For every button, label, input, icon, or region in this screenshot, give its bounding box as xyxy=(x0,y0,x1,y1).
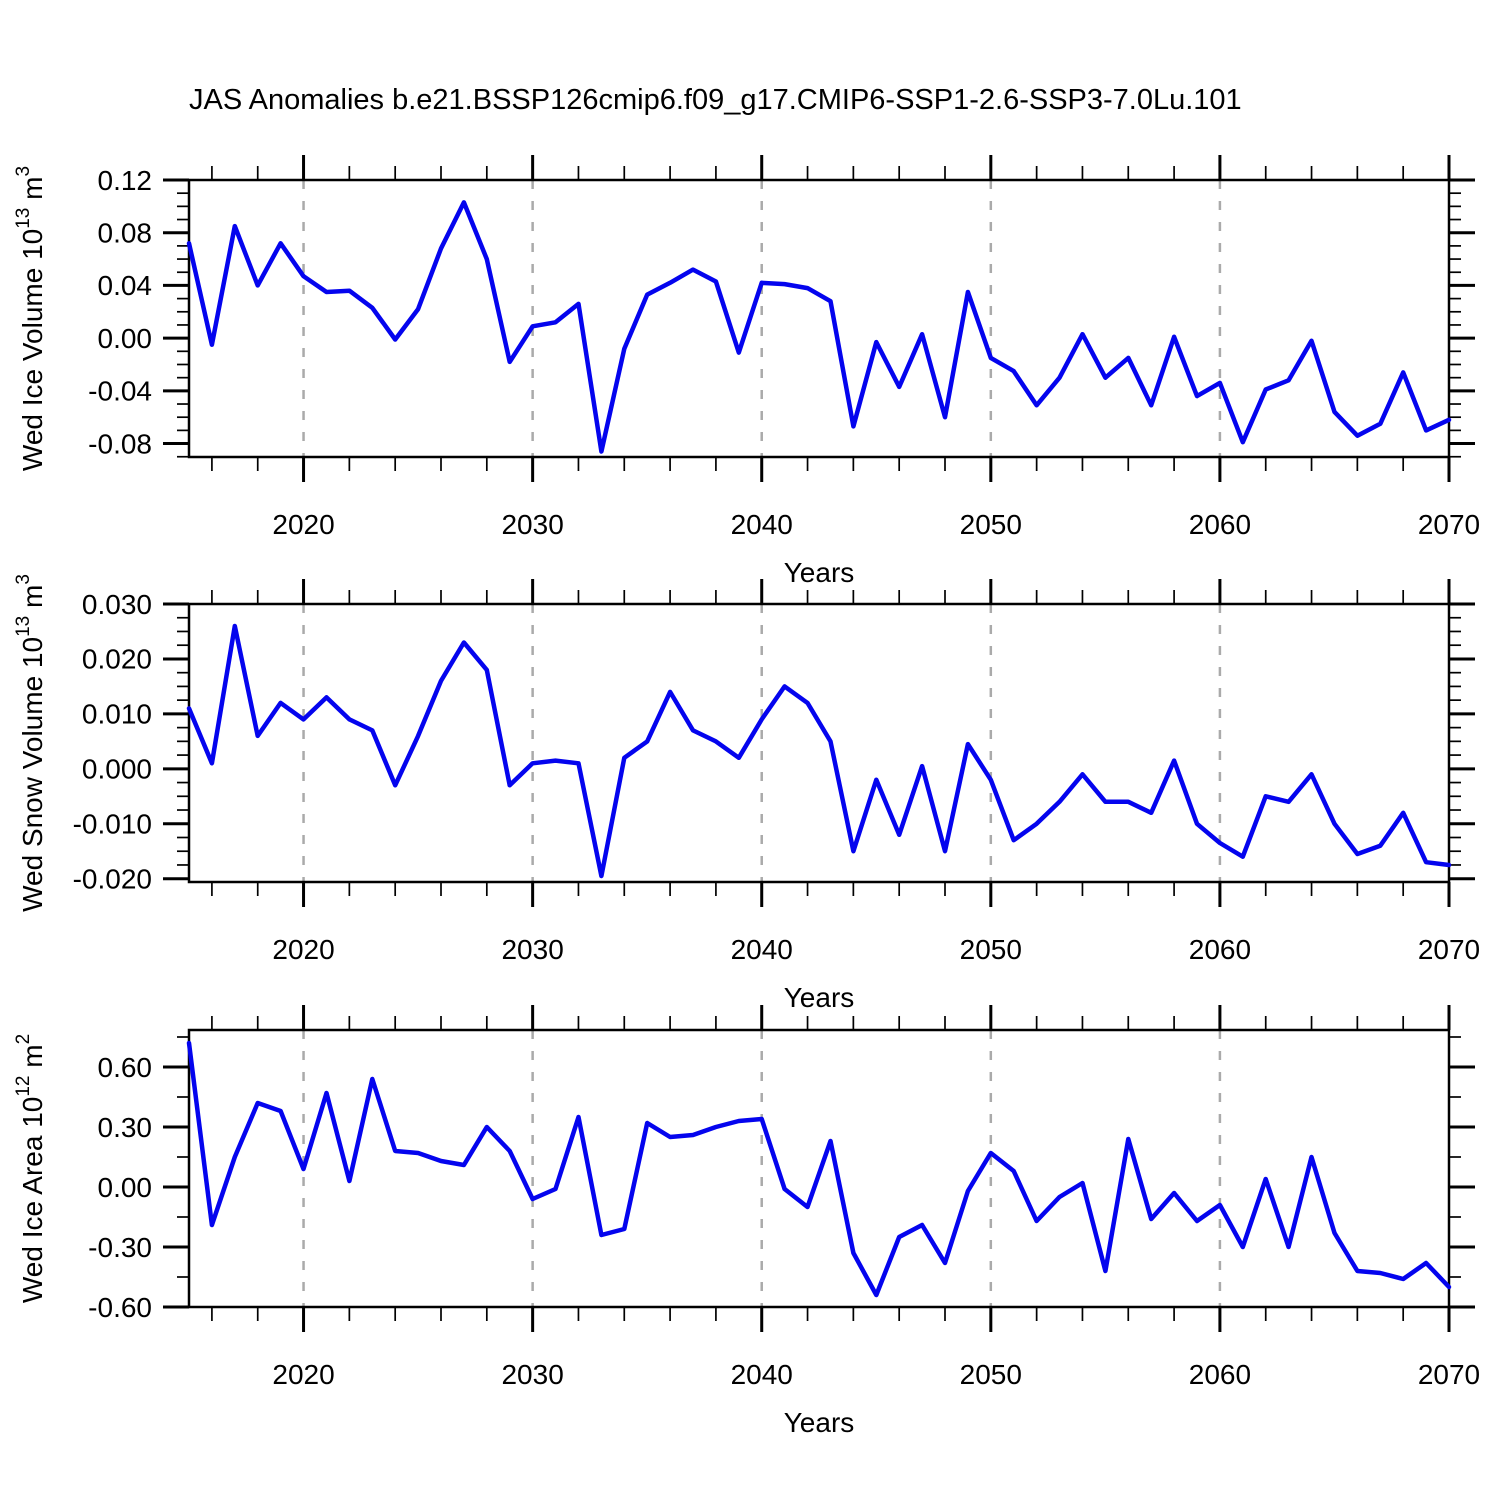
data-line xyxy=(186,200,1452,454)
x-tick-label: 2030 xyxy=(501,509,563,540)
x-tick-label: 2040 xyxy=(731,509,793,540)
x-tick-label: 2060 xyxy=(1189,934,1251,965)
x-tick-label: 2070 xyxy=(1418,934,1480,965)
x-tick-label: 2060 xyxy=(1189,1359,1251,1390)
plot-frame xyxy=(187,602,1451,884)
x-tick-label: 2030 xyxy=(501,1359,563,1390)
x-tick-label: 2020 xyxy=(272,1359,334,1390)
y-tick-label: 0.30 xyxy=(98,1112,153,1143)
x-tick-label: 2030 xyxy=(501,934,563,965)
x-tick-label: 2040 xyxy=(731,934,793,965)
panel-2: 2020 2030 2040 2050 2060 2070 0.030 0.020 0.010 0… xyxy=(13,574,1480,1013)
y-tick-label: 0.12 xyxy=(98,165,153,196)
data-line xyxy=(186,623,1452,879)
data-line xyxy=(186,1040,1452,1298)
x-tick-label: 2070 xyxy=(1418,509,1480,540)
y-tick-label: 0.000 xyxy=(82,754,152,785)
y-axis-title: Wed Ice Area 1012 m2 xyxy=(13,1034,48,1303)
x-axis-title: Years xyxy=(784,1407,855,1438)
y-tick-label: 0.030 xyxy=(82,589,152,620)
x-axis-title: Years xyxy=(784,982,855,1013)
y-tick-label: 0.020 xyxy=(82,644,152,675)
y-tick-label: -0.020 xyxy=(73,864,152,895)
y-tick-label: 0.08 xyxy=(98,218,153,249)
plot-frame xyxy=(187,178,1451,459)
page-title: JAS Anomalies b.e21.BSSP126cmip6.f09_g17… xyxy=(189,84,1242,116)
x-axis-title: Years xyxy=(784,557,855,588)
y-tick-label: 0.010 xyxy=(82,699,152,730)
x-tick-label: 2020 xyxy=(272,934,334,965)
y-axis-title: Wed Snow Volume 1013 m3 xyxy=(13,574,48,912)
y-tick-label: 0.00 xyxy=(98,1172,153,1203)
y-tick-label: -0.010 xyxy=(73,809,152,840)
x-tick-label: 2050 xyxy=(960,509,1022,540)
y-tick-label: -0.60 xyxy=(88,1292,152,1323)
x-tick-label: 2050 xyxy=(960,934,1022,965)
y-tick-label: -0.04 xyxy=(88,376,152,407)
panel-3: 2020 2030 2040 2050 2060 2070 0.60 0.30 0.00 -0.3… xyxy=(13,1005,1480,1438)
x-tick-label: 2020 xyxy=(272,509,334,540)
y-tick-label: 0.60 xyxy=(98,1052,153,1083)
y-axis-title: Wed Ice Volume 1013 m3 xyxy=(13,166,48,471)
plot-frame xyxy=(187,1028,1451,1309)
panel-1: 2020 2030 2040 2050 2060 2070 0.12 0.08 0.04 0.00… xyxy=(13,155,1480,588)
y-tick-label: -0.08 xyxy=(88,428,152,459)
y-tick-label: 0.04 xyxy=(98,270,153,301)
x-tick-label: 2040 xyxy=(731,1359,793,1390)
x-tick-label: 2060 xyxy=(1189,509,1251,540)
y-tick-label: -0.30 xyxy=(88,1232,152,1263)
y-tick-label: 0.00 xyxy=(98,323,153,354)
x-tick-label: 2070 xyxy=(1418,1359,1480,1390)
x-tick-label: 2050 xyxy=(960,1359,1022,1390)
